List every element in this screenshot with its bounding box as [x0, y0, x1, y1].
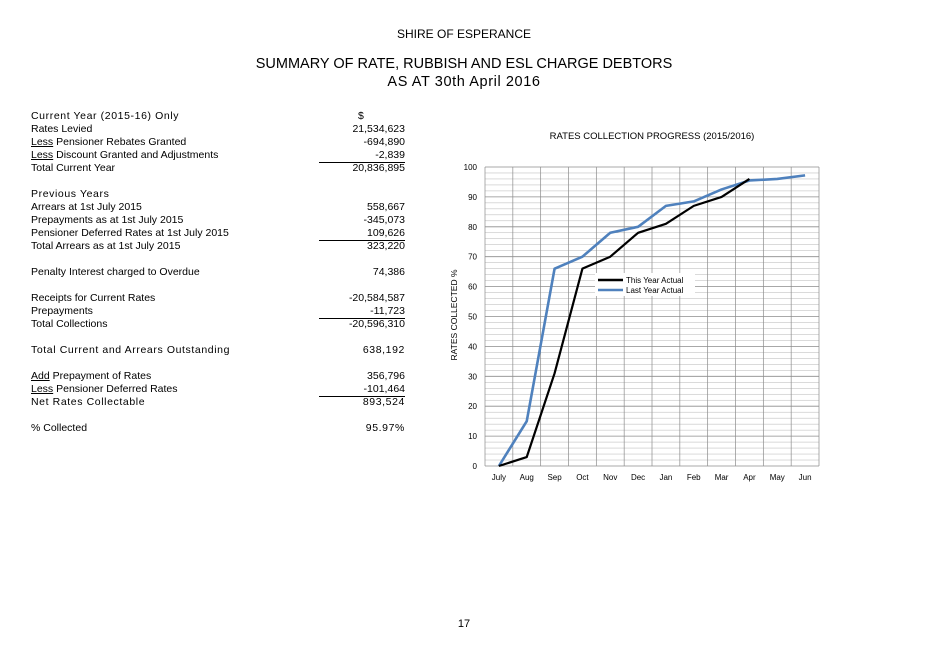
title-line-1: SUMMARY OF RATE, RUBBISH AND ESL CHARGE … [255, 56, 673, 72]
total-current-label: Total Current Year [31, 162, 116, 174]
y-tick-label: 100 [464, 163, 478, 172]
prepayments-label: Prepayments [31, 305, 93, 317]
series-line-last-year-actual [497, 174, 806, 467]
rates-levied-label: Rates Levied [31, 123, 93, 135]
y-tick-label: 40 [468, 342, 477, 351]
prepayments-value: -11,723 [319, 305, 405, 319]
x-tick-label: May [770, 473, 785, 482]
discount-value: -2,839 [319, 149, 405, 163]
less-deferred-label: Less Pensioner Deferred Rates [31, 383, 178, 395]
receipts-label: Receipts for Current Rates [31, 292, 156, 304]
total-outstanding-label: Total Current and Arrears Outstanding [31, 344, 231, 356]
less-deferred-value: -101,464 [319, 383, 405, 397]
rates-levied-value: 21,534,623 [352, 123, 405, 135]
y-axis-label: RATES COLLECTED % [449, 269, 459, 360]
x-tick-label: Aug [520, 473, 534, 482]
total-arrears-value: 323,220 [367, 240, 405, 252]
financial-summary: Current Year (2015-16) Only $ Rates Levie… [31, 110, 411, 435]
y-tick-label: 20 [468, 402, 477, 411]
x-tick-label: Nov [603, 473, 617, 482]
total-collections-label: Total Collections [31, 318, 108, 330]
page-title: SUMMARY OF RATE, RUBBISH AND ESL CHARGE … [0, 55, 928, 91]
x-tick-label: Dec [631, 473, 645, 482]
legend-label: Last Year Actual [626, 286, 684, 295]
x-tick-label: Oct [576, 473, 589, 482]
arrears-label: Arrears at 1st July 2015 [31, 201, 142, 213]
total-current-value: 20,836,895 [352, 162, 405, 174]
prepayments-july-value: -345,073 [363, 214, 405, 226]
x-tick-label: Apr [743, 473, 756, 482]
y-tick-label: 70 [468, 253, 477, 262]
x-tick-label: Sep [547, 473, 562, 482]
pensioner-rebates-value: -694,890 [363, 136, 405, 148]
total-outstanding-value: 638,192 [362, 344, 405, 356]
x-tick-label: Mar [715, 473, 729, 482]
arrears-value: 558,667 [367, 201, 405, 213]
x-tick-label: Feb [687, 473, 701, 482]
total-arrears-label: Total Arrears as at 1st July 2015 [31, 240, 181, 252]
y-tick-label: 80 [468, 223, 477, 232]
y-tick-label: 60 [468, 283, 477, 292]
current-year-heading: Current Year (2015-16) Only [31, 110, 180, 122]
page-number: 17 [457, 618, 471, 630]
chart-title: RATES COLLECTION PROGRESS (2015/2016) [550, 131, 755, 142]
percent-collected-label: % Collected [31, 422, 88, 434]
net-collectable-label: Net Rates Collectable [31, 396, 146, 408]
penalty-interest-value: 74,386 [372, 266, 405, 278]
x-tick-label: July [492, 473, 506, 482]
x-tick-label: Jun [799, 473, 812, 482]
percent-collected-value: 95.97% [365, 422, 405, 434]
currency-symbol: $ [358, 110, 364, 122]
organisation-name: SHIRE OF ESPERANCE [396, 27, 532, 41]
series-line-this-year-actual [498, 178, 751, 468]
x-tick-label: Jan [659, 473, 672, 482]
y-tick-label: 30 [468, 372, 477, 381]
add-prepayment-value: 356,796 [367, 370, 405, 382]
y-tick-label: 50 [468, 313, 477, 322]
previous-years-heading: Previous Years [31, 188, 110, 200]
discount-label: Less Discount Granted and Adjustments [31, 149, 219, 161]
legend-label: This Year Actual [626, 276, 684, 285]
title-line-2: AS AT 30th April 2016 [387, 74, 541, 90]
pensioner-deferred-july-label: Pensioner Deferred Rates at 1st July 201… [31, 227, 229, 239]
prepayments-july-label: Prepayments as at 1st July 2015 [31, 214, 184, 226]
y-tick-label: 90 [468, 193, 477, 202]
total-collections-value: -20,596,310 [348, 318, 405, 330]
net-collectable-value: 893,524 [362, 396, 405, 408]
pensioner-deferred-july-value: 109,626 [319, 227, 405, 241]
pensioner-rebates-label: Less Pensioner Rebates Granted [31, 136, 187, 148]
y-tick-label: 10 [468, 432, 477, 441]
add-prepayment-label: Add Prepayment of Rates [31, 370, 152, 382]
receipts-value: -20,584,587 [348, 292, 405, 304]
penalty-interest-label: Penalty Interest charged to Overdue [31, 266, 200, 278]
rates-collection-chart: RATES COLLECTION PROGRESS (2015/2016) RA… [449, 131, 820, 482]
y-tick-label: 0 [473, 462, 478, 471]
